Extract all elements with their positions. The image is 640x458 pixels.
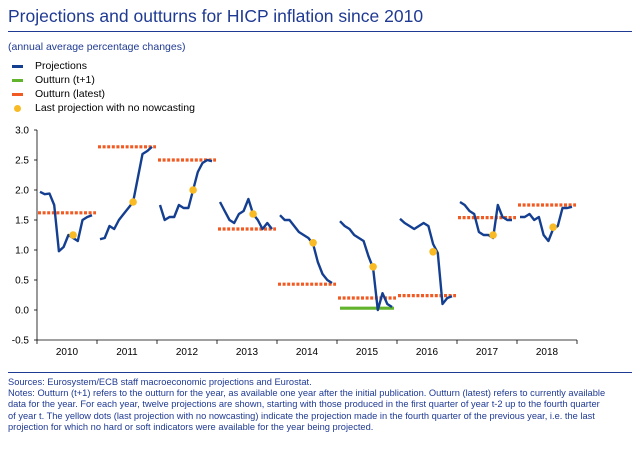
last-projection-dot — [129, 198, 137, 206]
projection-line — [218, 197, 273, 231]
legend: Projections Outturn (t+1) Outturn (lates… — [12, 59, 195, 115]
notes-text: Notes: Outturn (t+1) refers to the outtu… — [8, 388, 606, 432]
chart-plot: 3.0 2.5 2.0 1.5 1.0 0.5 0.0 -0.5 2010 2011 2012 201… — [12, 126, 578, 358]
sources-text: Sources: Eurosystem/ECB staff macroecono… — [8, 377, 312, 387]
last-projection-dot — [489, 231, 497, 239]
y-tick-label: 2.0 — [15, 186, 29, 197]
y-tick-label: 1.5 — [15, 216, 29, 227]
last-projection-dot — [309, 239, 317, 247]
last-projection-dot — [549, 223, 557, 231]
legend-label-outturn-t1: Outturn (t+1) — [35, 74, 95, 86]
y-tick-label: 0.0 — [15, 306, 29, 317]
x-tick-label: 2018 — [536, 347, 559, 358]
y-tick-label: 1.0 — [15, 246, 29, 257]
last-projection-dot — [369, 263, 377, 271]
legend-item-projections: Projections — [12, 59, 195, 73]
legend-label-outturn-latest: Outturn (latest) — [35, 88, 106, 100]
projection-line — [459, 200, 512, 240]
last-projection-dot — [69, 231, 77, 239]
last-projection-dot — [429, 248, 437, 256]
x-tick-label: 2017 — [476, 347, 499, 358]
x-tick-label: 2015 — [356, 347, 379, 358]
notes-block: Sources: Eurosystem/ECB staff macroecono… — [8, 377, 608, 433]
projection-line — [279, 214, 333, 285]
y-tick-label: 3.0 — [15, 126, 29, 137]
x-tick-label: 2016 — [416, 347, 439, 358]
legend-label-last-projection: Last projection with no nowcasting — [35, 102, 195, 114]
projection-line — [39, 190, 93, 253]
y-tick-label: 0.5 — [15, 276, 29, 287]
x-tick-label: 2012 — [176, 347, 199, 358]
chart-title: Projections and outturns for HICP inflat… — [8, 6, 424, 26]
last-projection-dot — [249, 210, 257, 218]
projection-line — [339, 220, 393, 312]
projection-line — [99, 145, 153, 241]
legend-item-outturn-latest: Outturn (latest) — [12, 87, 195, 101]
projection-line — [399, 217, 453, 306]
last-projection-dot — [189, 186, 197, 194]
legend-swatch-outturn-latest — [12, 92, 23, 96]
projection-line — [520, 205, 573, 243]
legend-swatch-projections — [12, 64, 23, 68]
chart-subtitle: (annual average percentage changes) — [8, 41, 186, 53]
projection-line — [158, 158, 213, 222]
notes-divider — [8, 372, 632, 373]
y-tick-label: 2.5 — [15, 156, 29, 167]
legend-item-outturn-t1: Outturn (t+1) — [12, 73, 195, 87]
legend-label-projections: Projections — [35, 60, 87, 72]
legend-item-last-projection: Last projection with no nowcasting — [12, 101, 195, 115]
x-tick-label: 2010 — [56, 347, 79, 358]
x-tick-label: 2011 — [116, 347, 138, 358]
title-divider — [8, 31, 632, 32]
legend-swatch-last-projection — [14, 104, 21, 112]
x-tick-label: 2013 — [236, 347, 259, 358]
legend-swatch-outturn-t1 — [12, 78, 23, 82]
x-tick-label: 2014 — [296, 347, 319, 358]
y-tick-label: -0.5 — [12, 336, 30, 347]
